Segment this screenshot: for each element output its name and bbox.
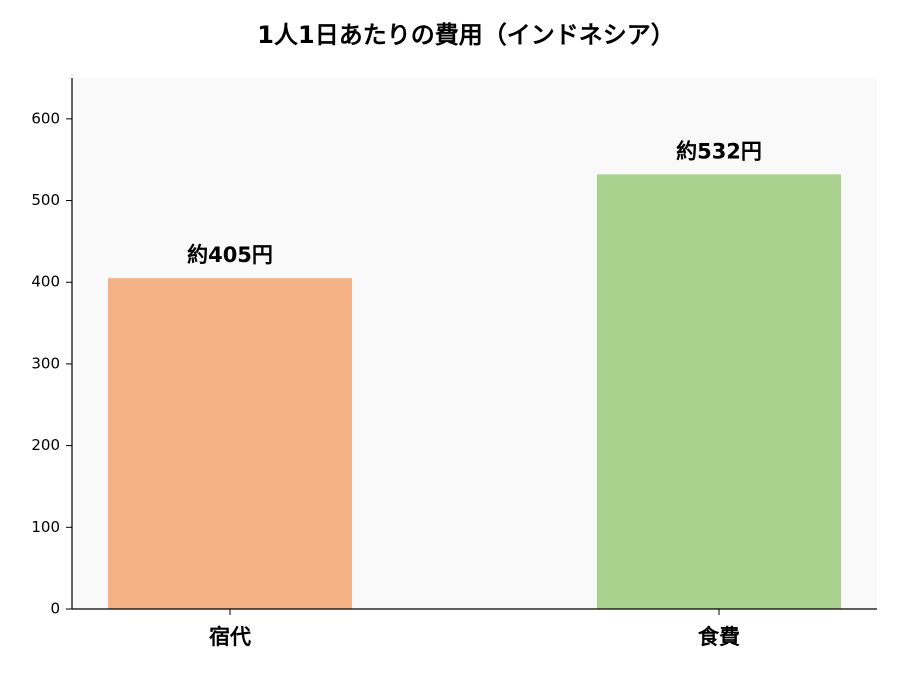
x-tick-label: 食費 [698,625,740,649]
y-tick-label: 500 [31,191,60,209]
chart-title: 1人1日あたりの費用（インドネシア） [257,21,674,49]
x-tick-label: 宿代 [209,625,251,649]
bar [108,278,352,609]
y-tick-label: 100 [31,518,60,536]
bar [597,174,841,610]
value-label: 約532円 [676,139,762,163]
y-tick-label: 300 [31,354,60,372]
y-tick-label: 0 [50,600,60,618]
y-tick-label: 200 [31,436,60,454]
y-tick-label: 600 [31,109,60,127]
y-tick-label: 400 [31,273,60,291]
value-label: 約405円 [187,243,273,267]
